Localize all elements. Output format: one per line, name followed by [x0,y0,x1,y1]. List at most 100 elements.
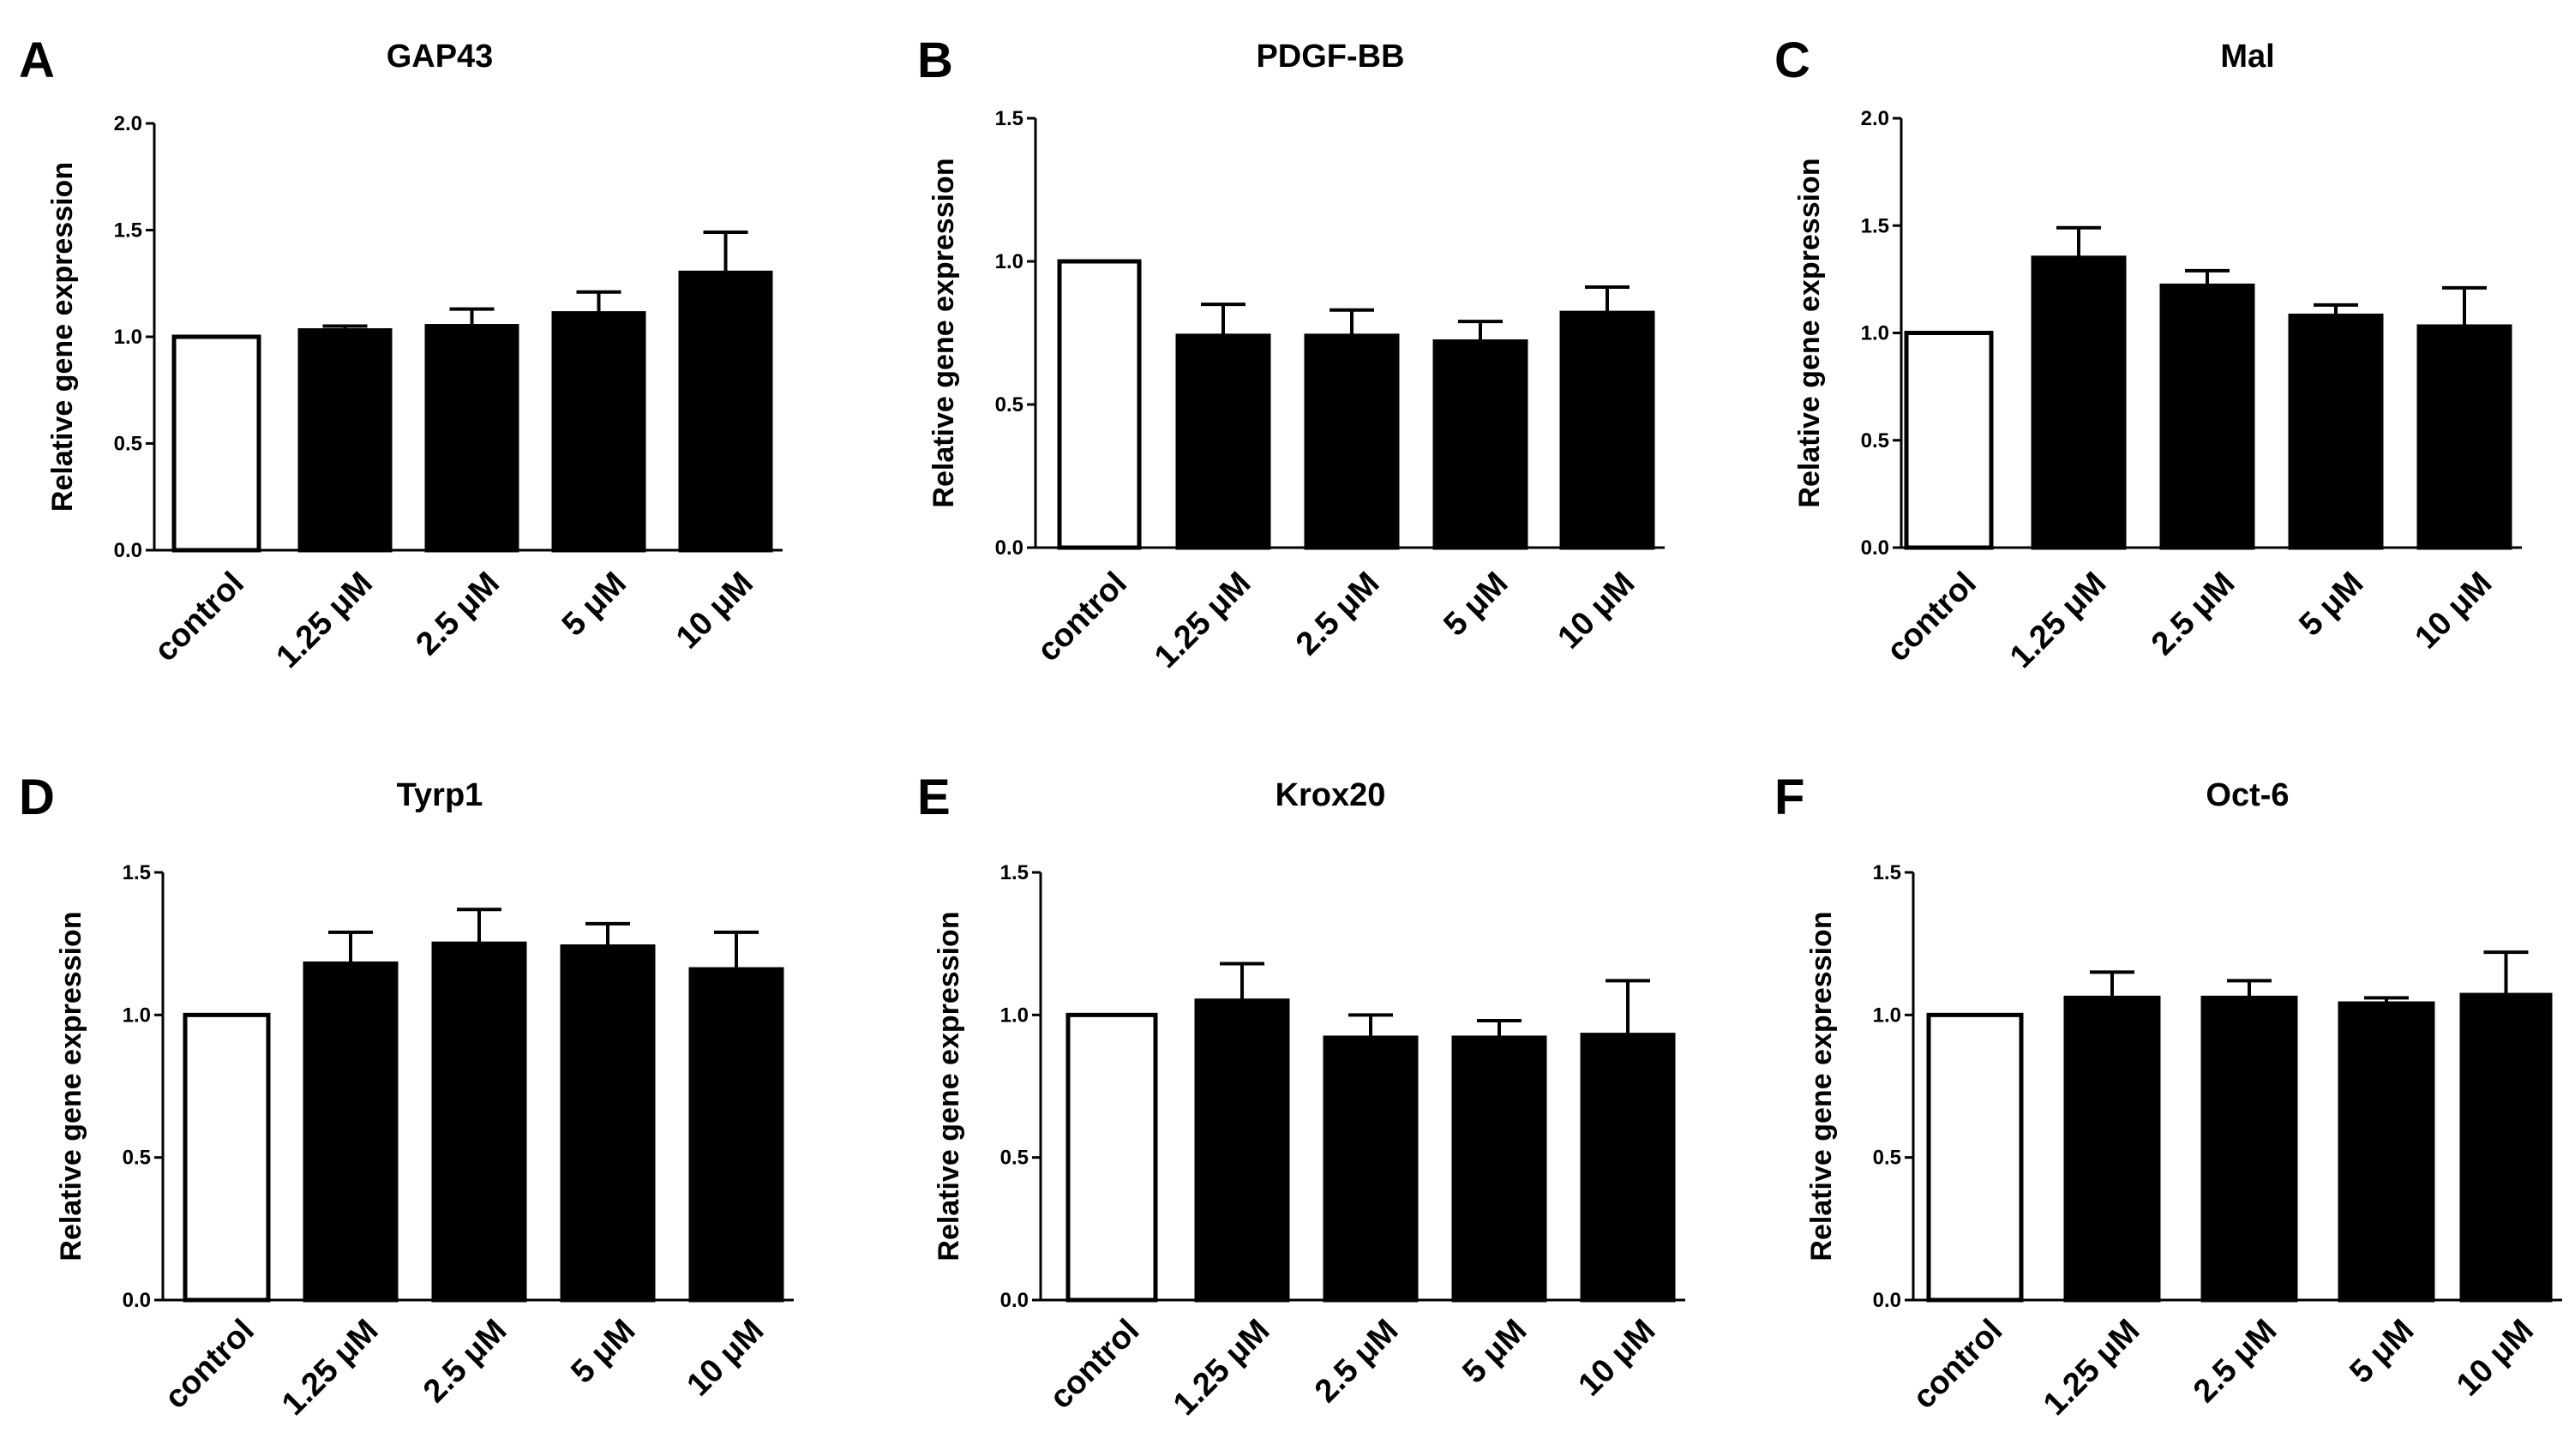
x-tick-label: control [1043,1313,1147,1417]
bar-1-25-m [1194,998,1290,1303]
y-tick-label: 1.0 [114,326,142,349]
panel-letter: E [917,770,951,825]
y-tick-label: 0.5 [1861,429,1889,452]
y-tick-label: 0.5 [1873,1147,1901,1170]
x-tick-label: 2.5 μM [1308,1313,1405,1410]
bar-5-m [1432,339,1528,550]
y-tick-label: 0.0 [1861,536,1889,560]
x-tick-label: 1.25 μM [1148,566,1257,675]
y-tick-label: 1.0 [995,250,1023,273]
x-tick-label: 5 μM [1437,566,1515,644]
y-tick-label: 0.5 [123,1147,151,1170]
bar-2-5-m [424,324,519,553]
bar-2-5-m [2200,995,2298,1303]
panel-c: C Mal Relative gene expression 0.0 0.5 1.0 1.5… [1774,33,2522,675]
bar-10-m [688,967,784,1303]
bar-10-m [678,270,773,553]
bar-control [171,334,261,553]
bar-10-m [1580,1033,1676,1303]
bar-control [1065,1012,1158,1303]
panel-letter: A [19,33,55,88]
y-tick-label: 1.5 [1861,214,1889,237]
x-tick-label: 10 μM [1551,566,1642,656]
panel-letter: C [1774,33,1810,88]
x-tick-label: 1.25 μM [275,1313,385,1423]
x-tick-label: 1.25 μM [270,566,380,675]
panel-a: A GAP43 Relative gene expression 0.0 0.5 1.0 1… [19,33,783,675]
x-tick-label: 10 μM [2450,1313,2541,1404]
y-tick-label: 1.5 [1000,861,1029,884]
y-tick-label: 0.0 [1873,1289,1901,1312]
y-tick-label: 2.0 [1861,107,1889,130]
bar-1-25-m [297,328,393,553]
panel-b: B PDGF-BB Relative gene expression 0.0 0.5 1.… [917,33,1665,675]
x-tick-label: 1.25 μM [2003,566,2113,675]
bar-1-25-m [2063,995,2161,1303]
x-tick-label: 2.5 μM [2187,1313,2284,1410]
bar-5-m [551,311,646,553]
y-axis-label: Relative gene expression [55,911,87,1261]
y-tick-label: 1.0 [123,1004,151,1027]
x-tick-label: 5 μM [1456,1313,1534,1391]
x-tick-label: 2.5 μM [1289,566,1386,662]
y-tick-label: 0.0 [114,539,142,562]
bar-5-m [2288,313,2384,550]
x-tick-label: 10 μM [669,566,760,656]
y-axis-label: Relative gene expression [927,158,960,507]
bar-control [1057,259,1142,550]
x-tick-label: 2.5 μM [410,566,507,662]
chart-title: Mal [2220,39,2274,75]
bar-2-5-m [1323,1035,1419,1303]
bar-1-25-m [2031,255,2127,550]
y-tick-label: 0.5 [114,433,142,456]
x-tick-label: 2.5 μM [417,1313,513,1410]
x-tick-label: 10 μM [2408,566,2499,656]
y-tick-label: 1.5 [995,107,1023,130]
x-tick-label: 1.25 μM [2037,1313,2146,1423]
y-tick-label: 1.5 [114,219,142,243]
y-tick-label: 0.5 [995,393,1023,416]
panel-d: D Tyrp1 Relative gene expression 0.0 0.5 1.0 1… [19,770,794,1423]
y-tick-label: 0.0 [1000,1289,1029,1312]
y-axis-label: Relative gene expression [1793,158,1826,507]
y-tick-label: 1.0 [1873,1004,1901,1027]
bar-2-5-m [431,941,527,1303]
bar-control [183,1012,271,1303]
y-tick-label: 1.0 [1861,322,1889,345]
y-tick-label: 1.5 [1873,861,1901,884]
y-tick-label: 1.0 [1000,1004,1029,1027]
x-tick-label: 10 μM [1571,1313,1662,1404]
bar-1-25-m [303,961,399,1303]
y-tick-label: 0.0 [123,1289,151,1312]
y-tick-label: 1.5 [123,861,151,884]
bar-10-m [2459,992,2553,1303]
panel-e: E Krox20 Relative gene expression 0.0 0.5 1.0… [917,770,1685,1423]
bar-5-m [560,944,656,1303]
bar-1-25-m [1175,333,1271,550]
y-axis-label: Relative gene expression [933,911,965,1261]
x-tick-label: 1.25 μM [1167,1313,1276,1423]
x-tick-label: 2.5 μM [2145,566,2242,662]
y-axis-label: Relative gene expression [1805,911,1838,1261]
x-tick-label: control [1880,566,1984,669]
bar-5-m [1451,1035,1547,1303]
x-tick-label: 5 μM [2343,1313,2421,1391]
bar-10-m [1559,310,1655,550]
panel-f: F Oct-6 Relative gene expression 0.0 0.5 1.0 1… [1774,770,2562,1423]
x-tick-label: 5 μM [2292,566,2370,644]
panel-letter: D [19,770,55,825]
y-tick-label: 2.0 [114,112,142,135]
chart-title: PDGF-BB [1256,39,1404,75]
y-tick-label: 0.5 [1000,1147,1029,1170]
x-tick-label: control [1906,1313,2010,1417]
bar-control [1926,1012,2024,1303]
bar-2-5-m [1304,333,1400,550]
bar-10-m [2416,324,2512,550]
chart-title: Krox20 [1275,777,1386,813]
x-tick-label: 5 μM [564,1313,642,1391]
x-tick-label: 10 μM [680,1313,771,1404]
chart-title: Oct-6 [2206,777,2289,813]
bar-2-5-m [2159,283,2255,550]
